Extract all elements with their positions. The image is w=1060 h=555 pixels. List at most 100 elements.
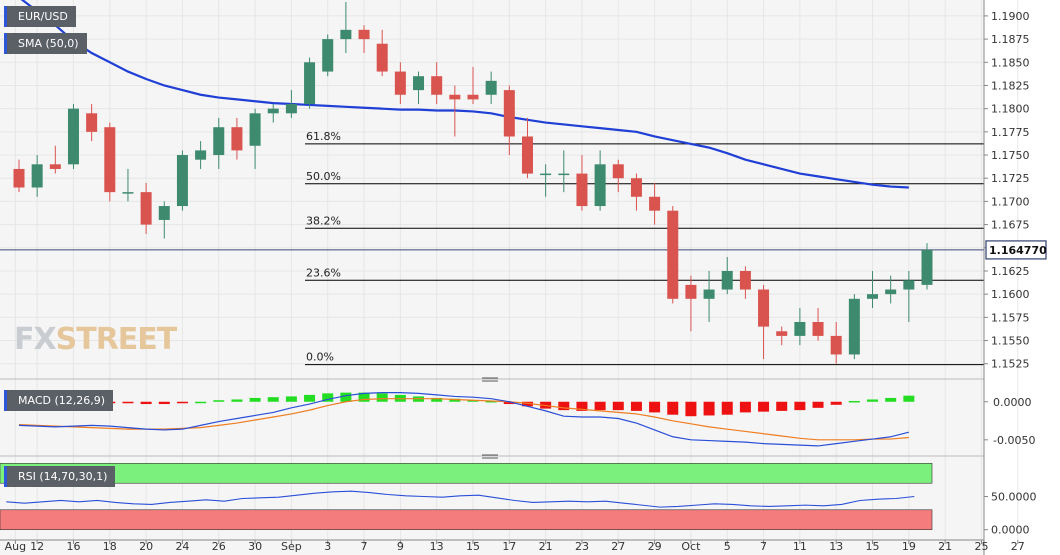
price-tick-label: 1.1750 <box>991 149 1030 162</box>
time-tick-label: 9 <box>397 540 404 553</box>
candle-body <box>104 127 116 193</box>
candle-body <box>140 192 152 225</box>
rsi-tick-label: 0.0000 <box>991 524 1030 537</box>
candle <box>104 122 116 202</box>
candle <box>267 104 279 123</box>
time-tick-label: 29 <box>648 540 662 553</box>
time-tick-label: 17 <box>502 540 516 553</box>
candle <box>540 164 552 197</box>
candle-body <box>249 113 261 146</box>
price-tick-label: 1.1875 <box>991 33 1030 46</box>
candle-body <box>649 196 661 211</box>
price-tick-label: 1.1850 <box>991 56 1030 69</box>
candle-body <box>558 173 570 176</box>
macd-badge[interactable]: MACD (12,26,9) <box>4 390 114 411</box>
candle <box>739 266 751 299</box>
candle <box>812 308 824 341</box>
fib-label: 23.6% <box>306 266 341 279</box>
time-tick-label: 27 <box>611 540 625 553</box>
time-tick-label: 27 <box>1011 540 1025 553</box>
candle-body <box>31 164 43 188</box>
candle-body <box>630 178 642 197</box>
candle-body <box>739 270 751 290</box>
time-tick-label: 30 <box>248 540 262 553</box>
rsi-oversold-band <box>0 509 933 530</box>
macd-tick-label: -0.0050 <box>993 434 1035 447</box>
candle <box>13 159 25 193</box>
fib-label: 50.0% <box>306 170 341 183</box>
time-tick-label: Sep <box>281 540 302 553</box>
candle <box>31 155 43 197</box>
rsi-line <box>6 490 915 508</box>
candle-body <box>576 173 588 207</box>
fib-label: 0.0% <box>306 351 334 364</box>
candle-body <box>721 270 733 290</box>
time-tick-label: 5 <box>724 540 731 553</box>
candle <box>903 270 915 322</box>
macd-bar <box>630 401 642 411</box>
candle-body <box>703 289 715 299</box>
macd-bar <box>649 401 661 413</box>
price-tick-label: 1.1900 <box>991 10 1030 23</box>
candle <box>685 275 697 332</box>
macd-bar <box>231 399 243 402</box>
current-price-tag: 1.164770 <box>985 240 1047 260</box>
macd-bar <box>776 401 788 411</box>
candle-body <box>812 321 824 336</box>
candle <box>594 150 606 211</box>
candle <box>576 155 588 211</box>
time-tick-label: 13 <box>430 540 444 553</box>
candle <box>485 71 497 105</box>
macd-bar <box>213 400 225 402</box>
pane-resize-handle[interactable] <box>482 377 498 382</box>
candle <box>667 206 679 304</box>
time-tick-label: 15 <box>466 540 480 553</box>
candle-body <box>903 280 915 290</box>
candle-body <box>394 71 406 95</box>
time-tick-label: Oct <box>681 540 701 553</box>
candle <box>612 159 624 193</box>
candle-body <box>304 62 316 105</box>
macd-bar <box>503 401 515 405</box>
pane-resize-handle[interactable] <box>482 454 498 459</box>
candle <box>721 257 733 295</box>
candle-body <box>413 76 425 91</box>
logo-street: STREET <box>55 322 178 357</box>
candle-body <box>921 249 933 285</box>
candle <box>885 275 897 304</box>
macd-bar <box>521 401 533 407</box>
candle-body <box>758 289 770 327</box>
price-tick-label: 1.1725 <box>991 172 1030 185</box>
time-tick-label: 23 <box>575 540 589 553</box>
sma-line <box>20 0 909 189</box>
fib-label: 38.2% <box>306 214 341 227</box>
time-tick-label: 15 <box>866 540 880 553</box>
time-tick-label: 24 <box>175 540 189 553</box>
symbol-badge[interactable]: EUR/USD <box>4 6 76 27</box>
time-tick-label: 12 <box>30 540 44 553</box>
macd-bar <box>285 396 297 402</box>
candle-body <box>667 210 679 299</box>
candle <box>285 90 297 118</box>
candle-body <box>540 173 552 176</box>
time-tick-label: 13 <box>829 540 843 553</box>
macd-bar <box>485 400 497 403</box>
candle-body <box>885 289 897 295</box>
macd-bar <box>558 401 570 411</box>
macd-bar <box>195 401 207 404</box>
candle <box>521 117 533 179</box>
rsi-badge[interactable]: RSI (14,70,30,1) <box>4 466 116 487</box>
macd-line <box>18 392 909 447</box>
time-tick-label: 19 <box>902 540 916 553</box>
rsi-panel <box>0 463 933 530</box>
time-tick-label: 26 <box>212 540 226 553</box>
macd-bar <box>267 397 279 402</box>
sma-badge[interactable]: SMA (50,0) <box>4 33 87 54</box>
candle-body <box>431 76 443 95</box>
candle <box>794 308 806 346</box>
candle <box>630 173 642 211</box>
macd-signal-line <box>18 398 909 441</box>
logo-fx: FX <box>14 322 57 357</box>
